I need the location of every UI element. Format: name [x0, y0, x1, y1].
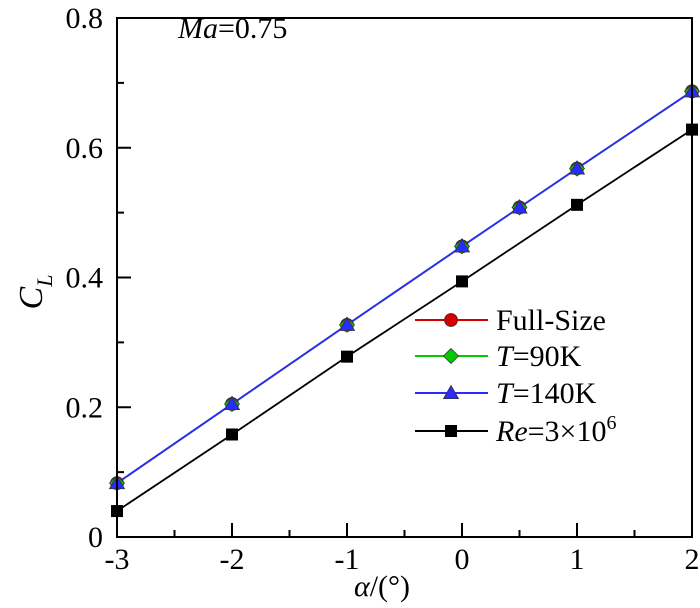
plot-frame — [116, 17, 693, 538]
annotation-mach-symbol: Ma — [177, 12, 218, 45]
legend-item: Re=3×106 — [415, 412, 616, 448]
data-point — [226, 428, 238, 441]
x-tick-label: 2 — [685, 543, 700, 576]
x-tick-label: -3 — [105, 543, 130, 576]
legend-label-text: Full-Size — [496, 304, 606, 337]
legend-label-italic: T — [496, 377, 515, 410]
y-tick-label: 0.8 — [66, 2, 104, 35]
legend-swatch-marker — [442, 347, 460, 365]
series-re-3-10-6 — [116, 128, 693, 512]
legend-label-text: =3×10 — [528, 415, 607, 448]
data-point — [511, 199, 528, 214]
data-point — [338, 316, 356, 331]
data-point — [341, 350, 353, 363]
y-axis-title-main: C — [13, 286, 50, 309]
data-point — [223, 395, 241, 411]
x-tick-label: 1 — [570, 543, 585, 576]
legend-label-sup: 6 — [606, 412, 616, 434]
legend-swatch-marker — [442, 384, 460, 400]
legend-label-italic: T — [496, 340, 515, 373]
data-point — [571, 198, 583, 211]
y-tick-label: 0.6 — [66, 132, 104, 165]
y-axis-title: CL — [13, 275, 57, 310]
x-axis-title-symbol: α — [354, 570, 371, 603]
x-tick-label: -1 — [335, 543, 360, 576]
legend-label-text: =90K — [513, 340, 582, 373]
data-point — [456, 275, 468, 288]
y-tick-label: 0.2 — [66, 391, 104, 424]
x-tick-label: 0 — [455, 543, 470, 576]
y-tick-label: 0 — [88, 521, 103, 554]
x-axis-title: α/(°) — [354, 570, 410, 603]
legend-label-italic: Re — [495, 415, 528, 448]
legend-label: T=90K — [496, 340, 582, 373]
annotation-mach-value: =0.75 — [218, 12, 287, 45]
legend-item: T=140K — [415, 377, 597, 410]
annotation-mach: Ma=0.75 — [177, 12, 287, 45]
x-axis-title-unit: /(°) — [370, 570, 410, 603]
legend-label: Re=3×106 — [495, 412, 616, 448]
legend-item: Full-Size — [415, 304, 606, 337]
data-point — [568, 160, 586, 175]
legend-item: T=90K — [415, 340, 582, 373]
legend-label: T=140K — [496, 377, 597, 410]
x-tick-label: -2 — [220, 543, 245, 576]
legend-swatch-marker — [444, 313, 458, 327]
series-markers — [108, 83, 700, 490]
legend-label-text: =140K — [513, 377, 597, 410]
y-tick-label: 0.4 — [66, 262, 104, 295]
legend-label: Full-Size — [496, 304, 606, 337]
series-line — [116, 128, 693, 512]
data-point — [453, 238, 471, 253]
legend-swatch-marker — [445, 425, 457, 437]
y-axis-title-sub: L — [32, 275, 57, 288]
